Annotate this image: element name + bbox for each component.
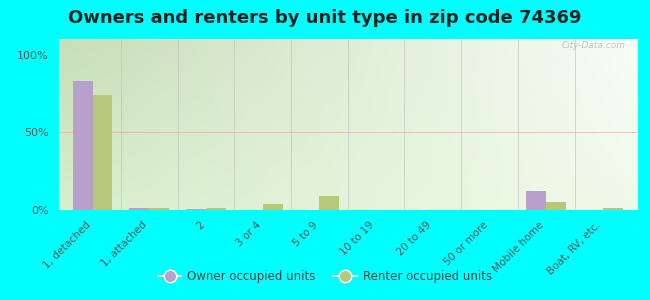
Bar [319,196,339,210]
Bar [526,191,546,210]
Bar [129,208,150,210]
Bar [150,208,169,210]
Bar [186,209,206,210]
Bar [92,95,112,210]
Bar [73,81,92,210]
Text: City-Data.com: City-Data.com [562,41,625,50]
Bar [603,208,623,210]
Bar [206,208,226,210]
Legend: Owner occupied units, Renter occupied units: Owner occupied units, Renter occupied un… [153,266,497,288]
Bar [546,202,566,210]
Text: Owners and renters by unit type in zip code 74369: Owners and renters by unit type in zip c… [68,9,582,27]
Bar [263,204,283,210]
